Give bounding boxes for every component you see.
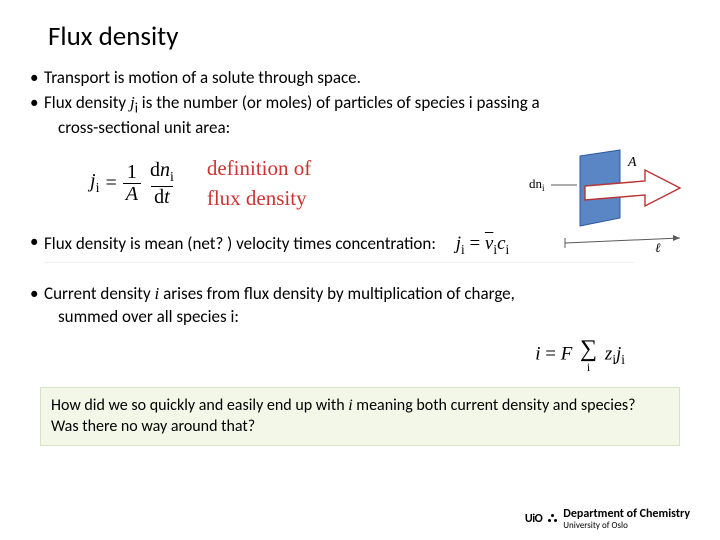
equals: =	[105, 172, 116, 195]
footer-line-2: Was there no way around that?	[51, 417, 669, 438]
n: n	[160, 159, 170, 181]
bullet-list: Transport is motion of a solute through …	[30, 67, 690, 140]
equation-flux-definition: ji = 1 A dni dt	[90, 160, 177, 208]
eq: =	[540, 343, 560, 364]
length-line	[565, 238, 680, 243]
text: flux density	[207, 184, 311, 213]
slide-title: Flux density	[48, 20, 690, 53]
text: Current density	[44, 283, 155, 304]
t: t	[164, 186, 170, 208]
fraction-1-over-A: 1 A	[123, 162, 141, 205]
label-dn: dni	[529, 176, 545, 193]
num: 1	[124, 162, 140, 183]
c: c	[497, 233, 505, 254]
text: summed over all species i:	[44, 306, 690, 329]
equation-j-vc: ji = vici	[456, 231, 509, 259]
brand-text: Department of Chemistry University of Os…	[563, 508, 690, 530]
label-l: ℓ	[655, 240, 661, 255]
d: d	[150, 159, 160, 181]
equation-current-density: i = F ∑i ziji	[535, 337, 625, 373]
bullet-1: Transport is motion of a solute through …	[30, 67, 690, 90]
text: Flux density is mean (net? ) velocity ti…	[44, 233, 436, 254]
university-name: University of Oslo	[563, 521, 690, 530]
summation-icon: ∑i	[580, 337, 597, 373]
footer-question-box: How did we so quickly and easily end up …	[40, 387, 680, 447]
sub: i	[96, 181, 100, 196]
sub: i	[587, 361, 590, 373]
eq: =	[465, 233, 485, 254]
bullet-2: Flux density ji is the number (or moles)…	[30, 92, 690, 140]
text: meaning both current density and species…	[353, 396, 636, 415]
bullet-list-3: Current density i arises from flux densi…	[30, 283, 690, 329]
label-A: A	[627, 155, 637, 170]
text: Flux density	[44, 92, 130, 113]
divider	[44, 262, 635, 263]
equation-label: definition of flux density	[207, 154, 311, 213]
equation-row-3: i = F ∑i ziji	[30, 337, 690, 373]
sub: i	[506, 242, 510, 257]
uio-dots-icon	[548, 514, 557, 523]
text: definition of	[207, 154, 311, 183]
text: How did we so quickly and easily end up …	[51, 396, 348, 415]
text: is the number (or moles) of particles of…	[138, 92, 540, 113]
arrowhead-icon	[673, 235, 680, 241]
footer-line-1: How did we so quickly and easily end up …	[51, 396, 669, 417]
F: F	[561, 343, 573, 364]
text: arises from flux density by multiplicati…	[159, 283, 515, 304]
text: cross-sectional unit area:	[44, 117, 690, 140]
fraction-dn-dt: dni dt	[147, 160, 177, 208]
department-name: Department of Chemistry	[563, 508, 690, 521]
den: A	[123, 183, 141, 205]
bullet-4: Current density i arises from flux densi…	[30, 283, 690, 329]
uio-logo-text: UiO	[525, 512, 542, 526]
brand-footer: UiO Department of Chemistry University o…	[525, 508, 690, 530]
sub: i	[170, 170, 174, 185]
flux-diagram: A A dni ℓ	[525, 148, 690, 258]
d: d	[154, 186, 164, 208]
sub: i	[621, 352, 625, 367]
